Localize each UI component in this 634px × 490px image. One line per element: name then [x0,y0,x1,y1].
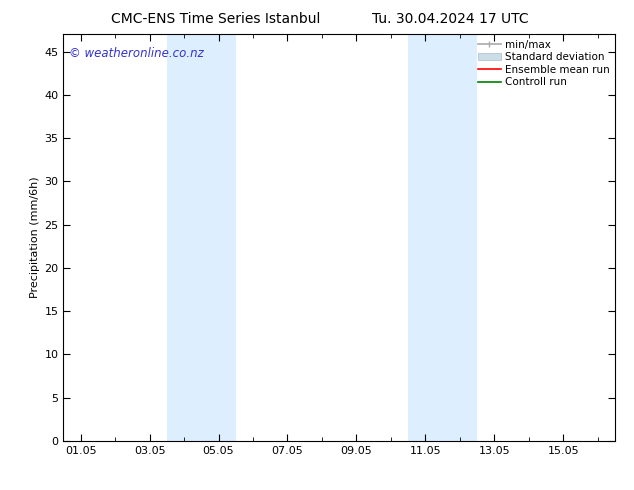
Y-axis label: Precipitation (mm/6h): Precipitation (mm/6h) [30,177,40,298]
Bar [167,34,236,441]
Text: Tu. 30.04.2024 17 UTC: Tu. 30.04.2024 17 UTC [372,12,529,26]
Bar [408,34,477,441]
Text: © weatheronline.co.nz: © weatheronline.co.nz [69,47,204,59]
Legend: min/max, Standard deviation, Ensemble mean run, Controll run: min/max, Standard deviation, Ensemble me… [476,37,612,89]
Text: CMC-ENS Time Series Istanbul: CMC-ENS Time Series Istanbul [111,12,320,26]
